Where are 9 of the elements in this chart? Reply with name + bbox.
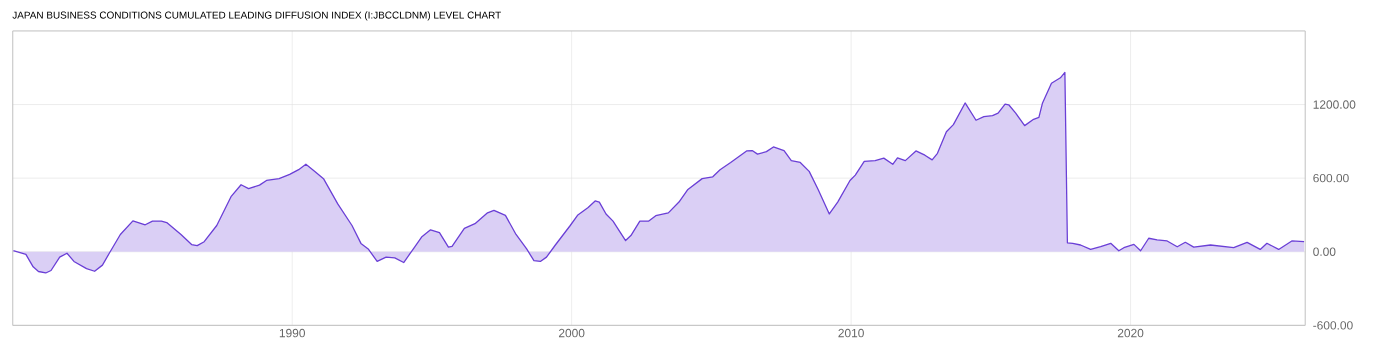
y-tick-label: 600.00 (1313, 173, 1349, 183)
y-tick-label: -600.00 (1313, 321, 1353, 330)
x-tick-label: 2010 (838, 328, 864, 338)
chart-title: JAPAN BUSINESS CONDITIONS CUMULATED LEADING DIFFUSION INDEX (I:JBCCLDNM) LEVEL CHART (12, 11, 501, 21)
x-tick-label: 2020 (1117, 328, 1144, 338)
y-tick-label: 1200.00 (1313, 100, 1356, 109)
x-tick-label: 2000 (558, 328, 585, 338)
y-tick-label: 0.00 (1313, 247, 1336, 256)
x-tick-label: 1990 (279, 328, 306, 338)
